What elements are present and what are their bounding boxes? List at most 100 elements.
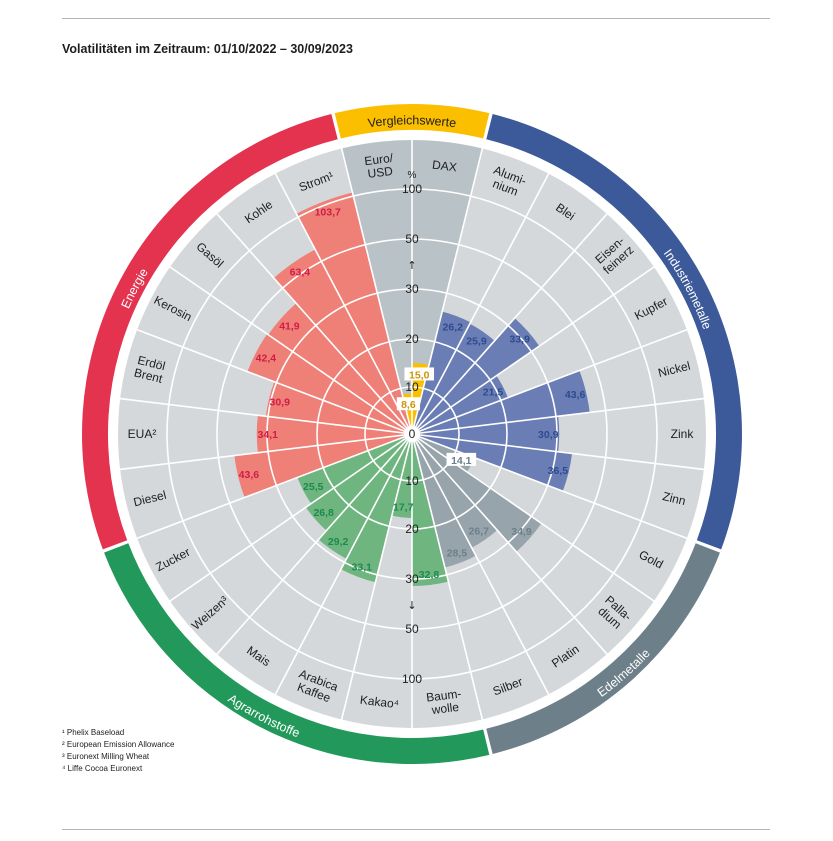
tick-label-center: 0 <box>409 427 416 441</box>
grid-spoke <box>118 433 413 471</box>
grid-spoke <box>134 433 413 540</box>
bar-arabica-kaffee <box>341 434 412 583</box>
top-rule <box>62 18 770 19</box>
grid-spoke <box>411 265 657 435</box>
group-band-vergleichswerte <box>334 103 490 139</box>
grid-spoke <box>134 328 413 435</box>
bar-gaso-l <box>268 303 412 434</box>
footnotes: ¹ Phelix Baseload ² European Emission Al… <box>62 727 175 775</box>
footnote-1: ¹ Phelix Baseload <box>62 728 125 737</box>
grid-spoke <box>340 433 413 722</box>
scale-break-icon: ↑ <box>407 259 416 272</box>
category-label-euro-usd: Euro/USD <box>364 151 396 181</box>
group-band-industriemetalle <box>486 114 742 550</box>
value-label-gold: 14,1 <box>451 455 472 467</box>
bar-eua <box>256 415 412 453</box>
tick-label-bottom: 10 <box>405 474 419 488</box>
value-label-alumi-nium: 26,2 <box>443 321 464 333</box>
grid-spoke <box>411 397 706 435</box>
value-label-platin: 26,7 <box>469 526 490 538</box>
grid-spoke <box>411 433 706 471</box>
tick-label-top: 100 <box>402 182 422 196</box>
value-label-eua: 34,1 <box>258 429 279 441</box>
value-label-palla-dium: 34,9 <box>511 526 532 538</box>
value-label-blei: 25,9 <box>466 336 487 348</box>
value-label-zucker: 25,5 <box>303 481 324 493</box>
value-label-erdo-l-brent: 30,9 <box>269 396 290 408</box>
value-label-kohle: 63,4 <box>290 267 311 279</box>
footnote-3: ³ Euronext Milling Wheat <box>62 752 150 761</box>
value-label-baum-wolle: 32,8 <box>419 569 440 581</box>
category-label-erdo-l-brent: ErdölBrent <box>133 353 168 386</box>
grid-spoke <box>411 146 484 435</box>
bar-mais <box>318 434 412 559</box>
bar-silber <box>412 434 476 568</box>
grid-spoke <box>340 146 413 435</box>
value-label-strom: 103,7 <box>315 207 341 219</box>
bar-kohle <box>273 249 412 434</box>
category-label-dax: DAX <box>431 158 457 175</box>
value-label-kerosin: 42,4 <box>256 352 277 364</box>
center-dot <box>404 426 420 442</box>
value-label-euro-usd: 8,6 <box>401 399 416 411</box>
chart-title: Volatilitäten im Zeitraum: 01/10/2022 – … <box>62 42 353 56</box>
bar-platin <box>412 434 498 548</box>
grid-spoke <box>411 433 609 657</box>
grid-spoke <box>411 433 484 722</box>
grid-spoke <box>411 433 551 697</box>
sector-zink <box>412 398 708 470</box>
grid-spoke <box>167 265 413 435</box>
scale-break-icon: ↓ <box>407 599 416 612</box>
value-label-diesel: 43,6 <box>239 469 260 481</box>
bar-zucker <box>297 434 412 504</box>
value-label-eisen-feinerz: 33,9 <box>509 334 530 346</box>
grid-spoke <box>411 433 690 540</box>
bar-kupfer <box>412 375 508 434</box>
bar-zinn <box>412 434 573 492</box>
category-label-zinn: Zinn <box>661 489 687 508</box>
unit-label: % <box>408 170 417 181</box>
tick-label-top: 50 <box>405 232 419 246</box>
value-label-bg <box>404 367 435 381</box>
footnote-2: ² European Emission Allowance <box>62 740 175 749</box>
tick-label-top: 20 <box>405 332 419 346</box>
sector-gold <box>412 434 689 603</box>
category-label-kakao: Kakao⁴ <box>359 693 400 712</box>
value-label-gaso-l: 41,9 <box>279 320 300 332</box>
value-label-zinn: 36,5 <box>548 465 569 477</box>
grid-spoke <box>167 433 413 603</box>
value-label-nickel: 43,6 <box>565 389 586 401</box>
grid-spoke <box>215 433 413 657</box>
tick-label-bottom: 20 <box>405 522 419 536</box>
value-label-bg <box>446 452 477 466</box>
bottom-rule <box>62 829 770 830</box>
bar-alumi-nium <box>412 311 471 434</box>
footnote-4: ⁴ Liffe Cocoa Euronext <box>62 764 143 773</box>
outer-edge <box>114 136 710 732</box>
group-label-vergleichswerte: Vergleichswerte <box>367 113 457 130</box>
value-label-bg <box>396 397 420 411</box>
tick-label-bottom: 30 <box>405 572 419 586</box>
value-label-zink: 30,9 <box>538 429 559 441</box>
grid-spoke <box>411 328 690 435</box>
grid-spoke <box>273 433 413 697</box>
grid-spoke <box>411 171 551 435</box>
bar-weizen <box>305 434 412 531</box>
value-label-kupfer: 21,5 <box>483 386 504 398</box>
value-label-kakao: 17,7 <box>393 501 414 513</box>
bar-blei <box>412 323 495 434</box>
value-label-weizen: 26,8 <box>313 507 334 519</box>
tick-label-bottom: 50 <box>405 622 419 636</box>
value-label-mais: 29,2 <box>328 536 349 548</box>
category-label-baum-wolle: Baum-wolle <box>425 687 463 718</box>
bar-palla-dium <box>412 434 542 552</box>
grid-spoke <box>273 171 413 435</box>
grid-spoke <box>118 397 413 435</box>
bar-eisen-feinerz <box>412 318 540 434</box>
group-band-energie <box>82 114 338 550</box>
value-label-silber: 28,5 <box>447 547 468 559</box>
tick-label-bottom: 100 <box>402 672 422 686</box>
tick-label-top: 30 <box>405 282 419 296</box>
bar-zink <box>412 416 560 452</box>
